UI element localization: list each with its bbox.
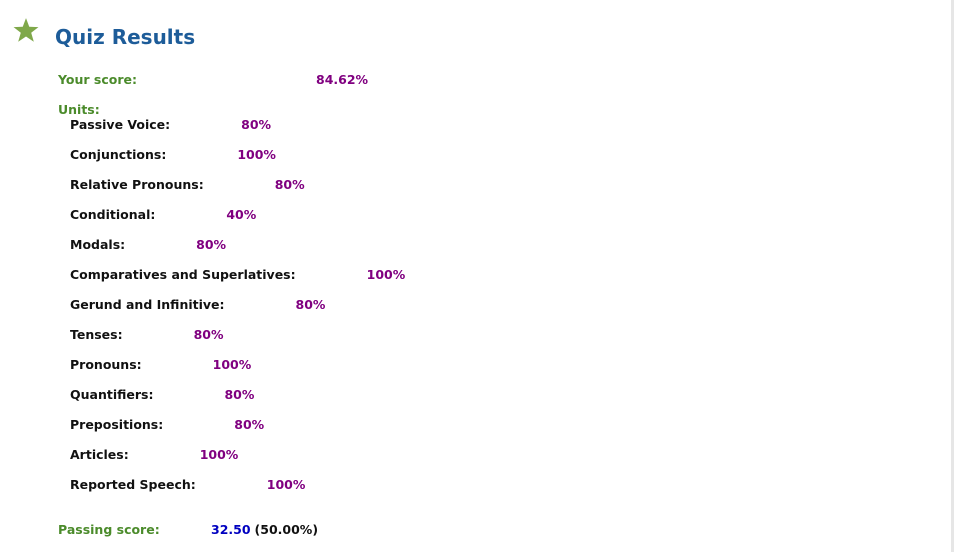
unit-score: 80%: [234, 417, 265, 432]
unit-name: Pronouns:: [70, 357, 142, 372]
scroll-edge: [951, 0, 954, 552]
unit-score: 100%: [366, 267, 406, 282]
unit-score: 80%: [241, 117, 272, 132]
unit-row: Modals: 80%: [70, 237, 226, 252]
unit-row: Tenses: 80%: [70, 327, 224, 342]
units-label: Units:: [58, 102, 100, 117]
unit-name: Gerund and Infinitive:: [70, 297, 225, 312]
unit-row: Passive Voice: 80%: [70, 117, 271, 132]
unit-name: Conjunctions:: [70, 147, 167, 162]
passing-value: 32.50: [211, 522, 251, 537]
unit-row: Relative Pronouns: 80%: [70, 177, 305, 192]
unit-name: Reported Speech:: [70, 477, 196, 492]
unit-row: Gerund and Infinitive: 80%: [70, 297, 325, 312]
unit-score: 80%: [295, 297, 326, 312]
passing-score: 32.50 (50.00%): [211, 522, 318, 537]
unit-name: Modals:: [70, 237, 126, 252]
unit-name: Tenses:: [70, 327, 123, 342]
unit-name: Articles:: [70, 447, 129, 462]
unit-score: 80%: [274, 177, 305, 192]
unit-row: Articles: 100%: [70, 447, 238, 462]
unit-name: Comparatives and Superlatives:: [70, 267, 296, 282]
score-label: Your score:: [58, 72, 137, 87]
unit-score: 100%: [266, 477, 306, 492]
unit-row: Quantifiers: 80%: [70, 387, 254, 402]
unit-score: 100%: [199, 447, 239, 462]
unit-name: Relative Pronouns:: [70, 177, 204, 192]
star-icon: [13, 18, 39, 42]
unit-score: 100%: [212, 357, 252, 372]
unit-score: 40%: [226, 207, 257, 222]
unit-row: Comparatives and Superlatives: 100%: [70, 267, 405, 282]
unit-score: 80%: [196, 237, 227, 252]
unit-name: Prepositions:: [70, 417, 164, 432]
unit-name: Passive Voice:: [70, 117, 171, 132]
unit-name: Conditional:: [70, 207, 156, 222]
unit-row: Reported Speech: 100%: [70, 477, 305, 492]
unit-score: 80%: [193, 327, 224, 342]
unit-row: Pronouns: 100%: [70, 357, 251, 372]
score-value: 84.62%: [316, 72, 369, 87]
unit-name: Quantifiers:: [70, 387, 154, 402]
passing-percent: (50.00%): [254, 522, 319, 537]
unit-row: Conditional: 40%: [70, 207, 256, 222]
unit-score: 80%: [224, 387, 255, 402]
title: Quiz Results: [55, 25, 196, 49]
unit-row: Prepositions: 80%: [70, 417, 264, 432]
unit-row: Conjunctions: 100%: [70, 147, 276, 162]
passing-label: Passing score:: [58, 522, 160, 537]
unit-score: 100%: [237, 147, 276, 162]
